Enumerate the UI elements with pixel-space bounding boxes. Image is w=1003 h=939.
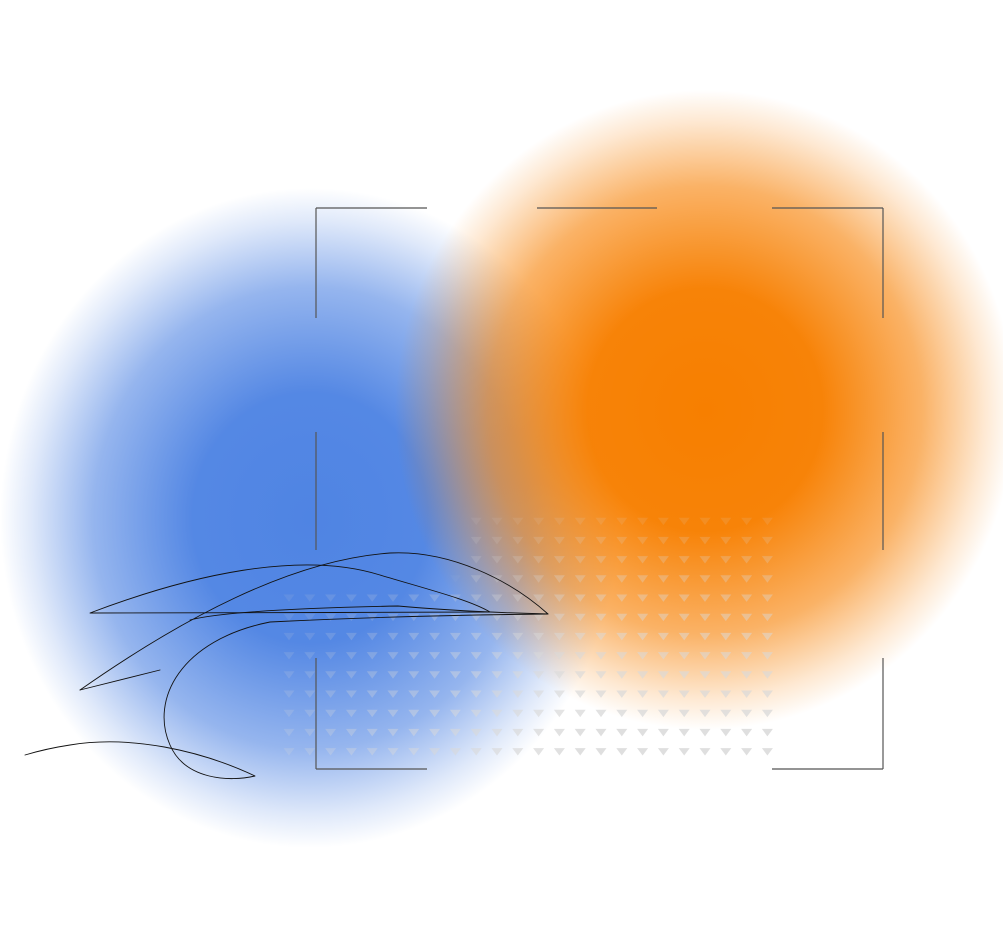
pattern-triangle (679, 748, 690, 755)
pattern-triangle (762, 748, 773, 755)
pattern-triangle (616, 729, 627, 736)
pattern-triangle (679, 729, 690, 736)
pattern-triangle (637, 729, 648, 736)
pattern-triangle (658, 729, 669, 736)
pattern-triangle (596, 729, 607, 736)
pattern-triangle (762, 729, 773, 736)
pattern-triangle (741, 748, 752, 755)
orange-gradient-blob (395, 90, 1003, 730)
pattern-triangle (575, 710, 586, 717)
pattern-triangle (700, 748, 711, 755)
pattern-triangle (596, 748, 607, 755)
pattern-triangle (700, 729, 711, 736)
pattern-triangle (637, 748, 648, 755)
pattern-triangle (658, 748, 669, 755)
pattern-triangle (575, 748, 586, 755)
pattern-triangle (741, 729, 752, 736)
pattern-triangle (720, 729, 731, 736)
pattern-triangle (575, 729, 586, 736)
pattern-triangle (616, 748, 627, 755)
pattern-triangle (554, 748, 565, 755)
pattern-triangle (720, 748, 731, 755)
pattern-triangle (554, 729, 565, 736)
pattern-triangle (533, 748, 544, 755)
